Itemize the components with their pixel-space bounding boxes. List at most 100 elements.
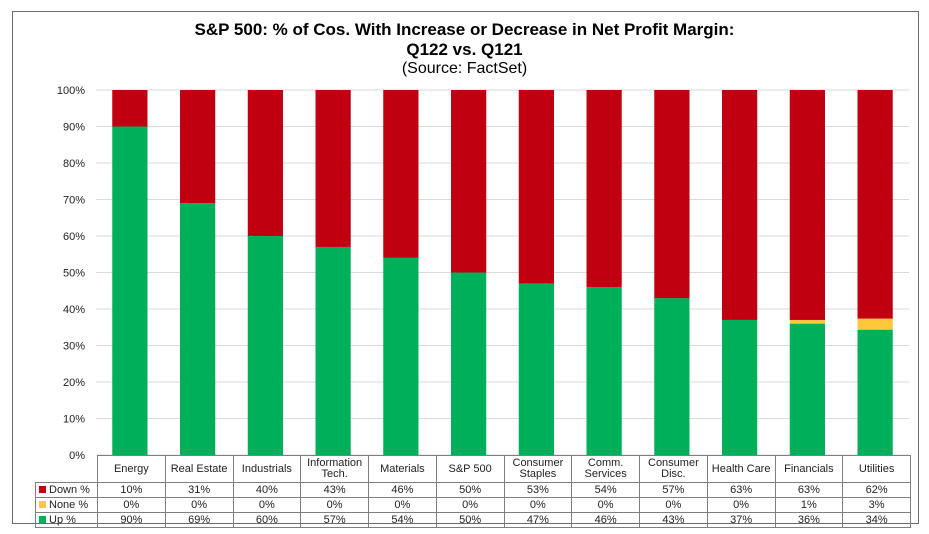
data-label: 3%	[842, 497, 911, 513]
data-label: 0%	[368, 497, 437, 513]
data-label: 54%	[571, 482, 640, 498]
y-tick-label: 100%	[57, 85, 85, 97]
data-label: 50%	[435, 482, 505, 498]
x-category-label: Information Tech.	[300, 455, 369, 483]
y-tick-label: 40%	[63, 304, 85, 316]
x-category-label: Materials	[368, 455, 437, 483]
y-tick-label: 80%	[63, 158, 85, 170]
data-label: 0%	[97, 497, 166, 513]
table-row: None % 0% 0% 0% 0% 0% 0% 0% 0% 0% 0% 1% 3%	[35, 497, 911, 513]
data-label: 36%	[774, 512, 844, 528]
bar-up-industrials	[247, 236, 283, 455]
bar-down-industrials	[247, 90, 283, 236]
data-label: 46%	[368, 482, 437, 498]
bar-up-utilities	[857, 329, 893, 455]
x-category-label: Energy	[97, 455, 166, 483]
data-label: 0%	[164, 497, 234, 513]
data-label: 57%	[639, 482, 708, 498]
data-label: 0%	[571, 497, 640, 513]
bar-down-utilities	[857, 90, 893, 319]
x-category-label: Comm. Services	[571, 455, 640, 483]
bar-down-consumer-disc-	[654, 90, 690, 299]
category-text: Information	[307, 457, 363, 469]
data-label: 43%	[639, 512, 708, 528]
data-label: 50%	[435, 512, 505, 528]
data-label: 62%	[842, 482, 911, 498]
data-label: 40%	[232, 482, 302, 498]
chart-title: S&P 500: % of Cos. With Increase or Decr…	[194, 20, 735, 39]
data-label: 46%	[571, 512, 640, 528]
data-table: Energy Real Estate Industrials Information T…	[35, 455, 911, 528]
bar-down-materials	[383, 90, 419, 258]
bar-up-real-estate	[180, 203, 216, 455]
bar-up-information-tech-	[315, 246, 351, 455]
category-text: Services	[584, 468, 627, 480]
x-category-label: Real Estate	[164, 455, 234, 483]
x-category-label: Consumer Staples	[503, 455, 573, 483]
x-category-label: Utilities	[842, 455, 911, 483]
category-text: Materials	[380, 462, 425, 475]
bar-down-information-tech-	[315, 90, 351, 247]
legend-label: Up %	[49, 513, 76, 526]
y-tick-label: 30%	[63, 341, 85, 353]
data-label: 63%	[706, 482, 776, 498]
x-category-label: S&P 500	[435, 455, 505, 483]
bar-down-comm-services	[586, 90, 622, 288]
legend-entry: Up %	[35, 512, 98, 528]
x-category-label: Consumer Disc.	[639, 455, 708, 483]
legend-swatch-icon	[39, 515, 46, 523]
bar-up-comm-services	[586, 287, 622, 455]
category-text: S&P 500	[448, 462, 492, 475]
y-tick-label: 70%	[63, 195, 85, 207]
legend-entry: Down %	[35, 482, 98, 498]
data-label: 37%	[706, 512, 776, 528]
legend-label: Down %	[49, 483, 90, 496]
bar-up-financials	[789, 323, 825, 455]
category-text: Consumer	[648, 457, 699, 469]
chart-subtitle: Q122 vs. Q121	[406, 40, 523, 59]
bar-up-energy	[112, 126, 148, 455]
table-corner	[35, 455, 98, 483]
category-text: Industrials	[241, 462, 292, 475]
data-label: 34%	[842, 512, 911, 528]
bar-none-financials	[789, 319, 825, 324]
bar-up-health-care	[722, 319, 758, 455]
category-text: Real Estate	[170, 462, 228, 475]
category-text: Energy	[113, 462, 149, 475]
data-label: 0%	[232, 497, 302, 513]
legend-entry: None %	[35, 497, 98, 513]
category-text: Utilities	[858, 462, 895, 475]
data-label: 57%	[300, 512, 369, 528]
table-row: Up % 90% 69% 60% 57% 54% 50% 47% 46% 43% 37% 36% 34%	[35, 512, 911, 528]
data-label: 47%	[503, 512, 573, 528]
y-tick-label: 20%	[63, 377, 85, 389]
data-label: 63%	[774, 482, 844, 498]
category-text: Consumer	[512, 457, 564, 469]
bar-down-s-p-500	[451, 90, 487, 273]
data-label: 60%	[232, 512, 302, 528]
y-tick-label: 10%	[63, 414, 85, 426]
x-category-label: Health Care	[706, 455, 776, 483]
bar-down-financials	[789, 90, 825, 320]
data-label: 0%	[300, 497, 369, 513]
category-text: Tech.	[321, 468, 348, 480]
data-label: 54%	[368, 512, 437, 528]
data-label: 10%	[97, 482, 166, 498]
bar-down-health-care	[722, 90, 758, 320]
category-text: Financials	[784, 462, 834, 475]
bar-up-consumer-disc-	[654, 298, 690, 455]
y-tick-label: 60%	[63, 231, 85, 243]
data-label: 0%	[706, 497, 776, 513]
data-label: 69%	[164, 512, 234, 528]
category-text: Comm.	[587, 457, 624, 469]
category-text: Disc.	[661, 468, 686, 480]
table-row: Down % 10% 31% 40% 43% 46% 50% 53% 54% 57% 63% 63% 6…	[35, 482, 911, 498]
data-label: 1%	[774, 497, 844, 513]
data-label: 90%	[97, 512, 166, 528]
data-label: 43%	[300, 482, 369, 498]
category-text: Staples	[519, 468, 557, 480]
bar-down-consumer-staples	[518, 90, 554, 284]
legend-swatch-icon	[39, 485, 46, 493]
chart-source: (Source: FactSet)	[401, 60, 528, 77]
